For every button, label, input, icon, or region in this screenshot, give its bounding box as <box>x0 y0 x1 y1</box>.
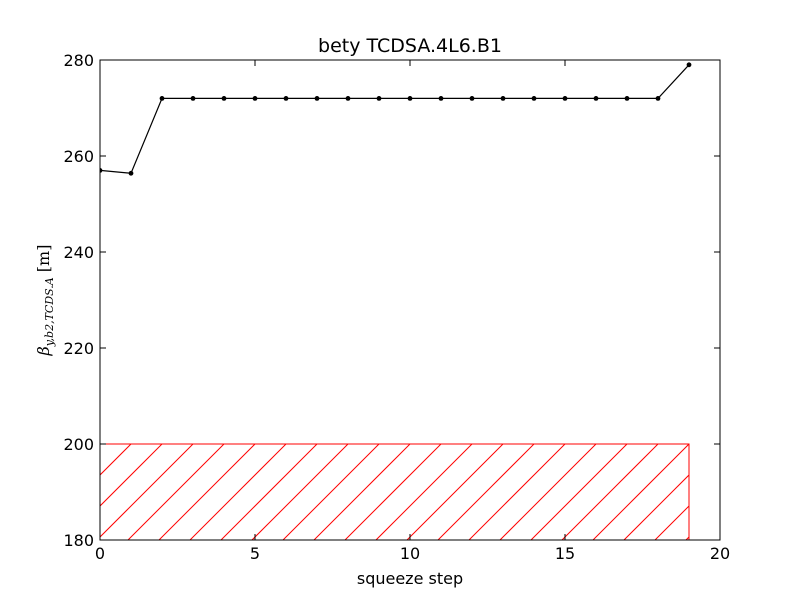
y-axis-label-subscript: y,b2,TCDS.A <box>43 277 56 347</box>
data-point <box>190 96 196 101</box>
y-axis-label-symbol: β <box>34 346 53 356</box>
x-tick-label: 5 <box>250 544 260 563</box>
x-tick-label: 20 <box>710 544 730 563</box>
y-tick-label: 280 <box>63 51 94 70</box>
hatch-line <box>685 536 689 540</box>
data-point <box>655 96 661 101</box>
data-point <box>159 96 165 101</box>
hatch-line <box>220 444 318 540</box>
hatch-line <box>100 444 194 538</box>
hatch-line <box>127 444 225 540</box>
data-point <box>500 96 506 101</box>
hatch-line <box>592 444 689 540</box>
data-point <box>376 96 382 101</box>
hatch-line <box>717 444 800 540</box>
data-point <box>593 96 599 101</box>
y-tick-label: 220 <box>63 339 94 358</box>
hatch-line <box>437 444 535 540</box>
data-point <box>531 96 537 101</box>
y-tick-label: 200 <box>63 435 94 454</box>
hatch-line <box>189 444 287 540</box>
hatch-line <box>748 444 800 540</box>
hatch-line <box>468 444 566 540</box>
hatch-line <box>100 444 132 476</box>
x-tick-label: 10 <box>400 544 420 563</box>
chart-title: bety TCDSA.4L6.B1 <box>318 35 502 57</box>
y-tick-label: 260 <box>63 147 94 166</box>
series-line <box>100 64 690 174</box>
hatch-line <box>100 444 101 445</box>
hatch-line <box>406 444 504 540</box>
data-point <box>100 168 103 173</box>
hatch-line <box>499 444 597 540</box>
y-tick-label: 240 <box>63 243 94 262</box>
hatched-region-layer <box>99 443 800 541</box>
hatch-line <box>530 444 628 540</box>
hatch-line <box>623 474 689 540</box>
hatch-lines <box>100 444 800 540</box>
x-axis-label: squeeze step <box>357 569 463 588</box>
hatch-line <box>375 444 473 540</box>
data-point <box>252 96 258 101</box>
data-point <box>345 96 351 101</box>
hatch-line <box>100 444 163 507</box>
hatch-line <box>344 444 442 540</box>
data-point <box>221 96 227 101</box>
data-point <box>128 170 134 176</box>
y-axis-label: βy,b2,TCDS.A [m] <box>34 245 56 357</box>
hatch-line <box>158 444 256 540</box>
data-point <box>438 96 444 101</box>
data-point <box>283 96 289 101</box>
data-point <box>562 96 568 101</box>
data-point <box>314 96 320 101</box>
hatch-line <box>251 444 349 540</box>
x-tick-label: 0 <box>95 544 105 563</box>
data-point <box>469 96 475 101</box>
hatch-line <box>654 505 689 540</box>
y-axis-ticks: 180 200 220 240 260 280 <box>63 51 720 550</box>
hatch-line <box>779 444 800 540</box>
data-point <box>624 96 630 101</box>
data-point <box>407 96 413 101</box>
hatch-line <box>282 444 380 540</box>
data-point <box>686 62 692 68</box>
y-tick-label: 180 <box>63 531 94 550</box>
x-axis-ticks: 0 5 10 15 20 <box>95 60 730 563</box>
y-axis-label-unit: [m] <box>34 245 53 278</box>
x-tick-label: 15 <box>555 544 575 563</box>
plot-frame <box>99 59 721 541</box>
hatched-region <box>99 443 690 541</box>
hatch-line <box>561 444 659 540</box>
hatch-line <box>313 444 411 540</box>
series-layer <box>100 62 692 176</box>
